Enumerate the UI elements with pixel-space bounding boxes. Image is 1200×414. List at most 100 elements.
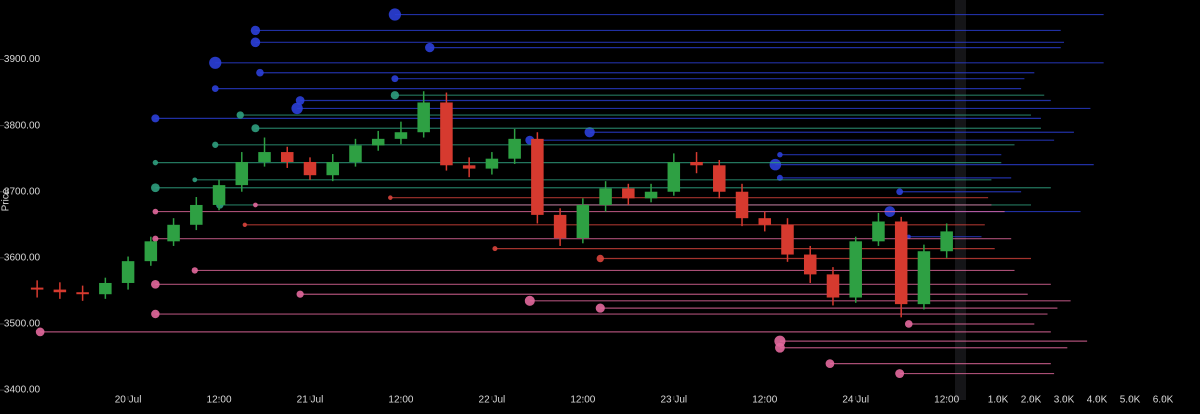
level-dot: [896, 188, 904, 196]
level-dot: [192, 177, 198, 183]
depth-tick-label: 1.0K: [988, 395, 1009, 406]
x-tick-label: 21 Jul: [297, 395, 324, 406]
level-dot: [524, 295, 535, 306]
candle-body: [713, 165, 726, 192]
level-dot: [35, 327, 45, 337]
candle-body: [849, 241, 862, 298]
y-axis-label: Price: [1, 188, 12, 211]
level-dot: [251, 124, 260, 133]
separator: [955, 0, 966, 400]
level-dot: [595, 303, 605, 313]
candle-body: [758, 218, 772, 225]
level-dot: [151, 183, 160, 193]
candle-body: [531, 138, 544, 215]
candle-body: [235, 161, 249, 186]
candle-body: [281, 152, 294, 162]
candle-body: [485, 158, 499, 169]
candle-body: [326, 161, 339, 176]
candle-body: [258, 152, 271, 162]
level-dot: [152, 235, 159, 242]
candle-body: [894, 221, 908, 305]
level-dot: [904, 320, 913, 328]
level-dot: [151, 309, 160, 319]
level-dot: [151, 279, 160, 289]
level-dot: [596, 254, 604, 263]
candle-body: [781, 224, 794, 255]
level-dot: [906, 234, 911, 239]
level-dot: [250, 25, 261, 36]
level-dot: [236, 111, 244, 119]
candle-body: [99, 282, 112, 295]
level-dot: [256, 68, 264, 77]
candle-body: [212, 185, 226, 205]
x-tick-label: 12:00: [570, 395, 595, 406]
level-dot: [211, 85, 219, 92]
level-dot: [209, 56, 222, 69]
candle-body: [167, 224, 180, 242]
candle-body: [644, 191, 658, 199]
level-dot: [253, 202, 258, 208]
x-tick-label: 12:00: [207, 395, 232, 406]
y-tick-label: 3600.00: [4, 252, 41, 263]
axes: 3400.00 3500.00 3600.00 3700.00 3800.00 3900.…: [0, 54, 1174, 406]
candle-body: [690, 161, 703, 166]
candle-body: [394, 132, 408, 139]
x-tick-label: 20 Jul: [115, 395, 142, 406]
candle-body: [599, 188, 612, 205]
level-dot: [391, 75, 399, 83]
y-tick-label: 3800.00: [4, 120, 41, 131]
level-dot: [388, 8, 402, 21]
y-tick-label: 3900.00: [4, 54, 41, 65]
level-dot: [825, 359, 835, 368]
x-tick-label: 23 Jul: [660, 395, 687, 406]
x-tick-label: 12:00: [934, 395, 959, 406]
level-dot: [152, 208, 159, 215]
level-dot: [777, 152, 783, 158]
depth-tick-label: 6.0K: [1153, 395, 1174, 406]
level-dot: [151, 114, 160, 123]
candle-body: [917, 251, 931, 305]
candle-body: [667, 161, 681, 192]
candle-body: [735, 191, 749, 219]
level-dot: [775, 342, 785, 353]
candle-body: [576, 204, 590, 239]
y-tick-label: 3500.00: [4, 319, 41, 330]
candle-body: [826, 274, 840, 298]
candle-body: [508, 138, 521, 159]
level-dot: [152, 159, 159, 166]
candle-body: [53, 289, 67, 293]
candle-body: [462, 165, 476, 169]
level-dot: [250, 37, 261, 48]
depth-tick-label: 5.0K: [1120, 395, 1141, 406]
candle-body: [440, 102, 453, 166]
level-dot: [895, 369, 905, 379]
level-dot: [390, 91, 400, 100]
x-tick-label: 12:00: [752, 395, 777, 406]
level-dot: [191, 267, 198, 274]
level-dot: [769, 158, 782, 171]
candle-body: [121, 261, 135, 283]
candles: [30, 91, 953, 318]
level-dot: [584, 127, 595, 138]
order-levels: [35, 8, 1104, 379]
candle-body: [417, 102, 430, 133]
level-dot: [425, 42, 435, 53]
level-dot: [212, 141, 219, 148]
candle-body: [622, 188, 635, 199]
candle-body: [144, 241, 158, 262]
candle-body: [940, 231, 953, 252]
level-dot: [242, 222, 247, 227]
candle-body: [803, 254, 817, 275]
candle-body: [30, 287, 44, 290]
level-dot: [291, 102, 303, 115]
candle-body: [371, 138, 385, 146]
depth-tick-label: 2.0K: [1021, 395, 1042, 406]
candle-body: [303, 161, 317, 176]
x-tick-label: 12:00: [388, 395, 413, 406]
depth-tick-label: 4.0K: [1087, 395, 1108, 406]
candle-body: [553, 214, 567, 239]
level-dot: [295, 96, 305, 105]
candle-body: [872, 221, 885, 242]
